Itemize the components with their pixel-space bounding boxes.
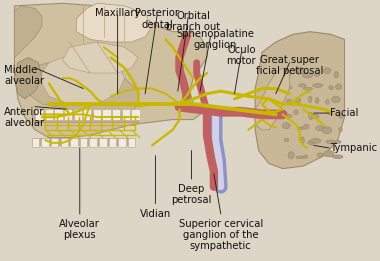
Ellipse shape [313, 84, 323, 87]
Ellipse shape [323, 68, 331, 74]
Ellipse shape [336, 140, 341, 143]
Ellipse shape [309, 96, 312, 103]
Ellipse shape [326, 140, 336, 144]
Polygon shape [109, 138, 116, 147]
Ellipse shape [312, 114, 319, 119]
Polygon shape [74, 109, 82, 120]
Text: Sphenopalatine
ganglion: Sphenopalatine ganglion [177, 29, 255, 50]
Polygon shape [42, 55, 125, 104]
Ellipse shape [334, 72, 339, 78]
Ellipse shape [316, 126, 325, 131]
Ellipse shape [326, 99, 329, 104]
Polygon shape [255, 68, 290, 130]
Text: Maxillary: Maxillary [95, 8, 140, 19]
Text: Oculo
motor: Oculo motor [226, 45, 256, 66]
Ellipse shape [317, 153, 323, 157]
Polygon shape [32, 114, 138, 122]
Polygon shape [35, 109, 43, 120]
Ellipse shape [328, 110, 333, 115]
Ellipse shape [284, 86, 292, 89]
Ellipse shape [339, 128, 342, 132]
Ellipse shape [302, 73, 313, 78]
Ellipse shape [322, 127, 332, 134]
Ellipse shape [332, 96, 340, 103]
Ellipse shape [299, 84, 306, 87]
Polygon shape [14, 57, 42, 99]
Ellipse shape [282, 123, 290, 129]
Text: Vidian: Vidian [140, 209, 171, 219]
Polygon shape [41, 138, 49, 147]
Ellipse shape [315, 98, 319, 103]
Polygon shape [118, 138, 126, 147]
Polygon shape [54, 109, 63, 120]
Polygon shape [63, 42, 138, 73]
Text: Anterior
alveolar: Anterior alveolar [4, 107, 44, 128]
Text: Alveolar
plexus: Alveolar plexus [59, 219, 100, 240]
Ellipse shape [304, 155, 308, 158]
Ellipse shape [308, 141, 314, 145]
Text: Posterior
dental: Posterior dental [135, 8, 179, 30]
Ellipse shape [336, 84, 342, 89]
Polygon shape [99, 138, 107, 147]
Polygon shape [255, 32, 345, 169]
Ellipse shape [309, 112, 313, 120]
Text: Great super
ficial petrosal: Great super ficial petrosal [256, 55, 323, 76]
Polygon shape [80, 138, 87, 147]
Polygon shape [14, 3, 207, 138]
Ellipse shape [339, 113, 343, 118]
Ellipse shape [295, 98, 301, 103]
Polygon shape [70, 138, 78, 147]
Ellipse shape [329, 86, 333, 90]
Polygon shape [103, 109, 111, 120]
Ellipse shape [304, 124, 309, 129]
Text: Middle
alveolar: Middle alveolar [4, 65, 44, 86]
Ellipse shape [301, 137, 304, 144]
Polygon shape [93, 109, 101, 120]
Polygon shape [60, 138, 68, 147]
Polygon shape [89, 138, 97, 147]
Text: Deep
petrosal: Deep petrosal [171, 184, 212, 205]
Ellipse shape [332, 155, 343, 159]
Text: Facial: Facial [330, 108, 358, 118]
Ellipse shape [284, 138, 289, 142]
Polygon shape [14, 6, 42, 57]
Polygon shape [128, 138, 136, 147]
Polygon shape [25, 60, 138, 117]
Ellipse shape [324, 151, 334, 157]
Polygon shape [45, 109, 53, 120]
Polygon shape [51, 138, 59, 147]
Ellipse shape [286, 99, 292, 104]
Polygon shape [112, 109, 120, 120]
Text: Orbital
branch out: Orbital branch out [166, 11, 220, 32]
Ellipse shape [282, 114, 292, 118]
Ellipse shape [288, 152, 294, 159]
Ellipse shape [284, 70, 291, 76]
Ellipse shape [298, 127, 303, 130]
Polygon shape [32, 138, 131, 145]
Polygon shape [131, 109, 139, 120]
Polygon shape [32, 138, 39, 147]
Text: Superior cervical
ganglion of the
sympathetic: Superior cervical ganglion of the sympat… [179, 219, 263, 251]
Text: Tympanic: Tympanic [330, 143, 377, 153]
Polygon shape [83, 109, 92, 120]
Ellipse shape [314, 73, 320, 76]
Ellipse shape [294, 68, 305, 74]
Ellipse shape [296, 156, 304, 159]
Polygon shape [64, 109, 72, 120]
Ellipse shape [311, 138, 321, 143]
Ellipse shape [303, 87, 312, 90]
Ellipse shape [294, 110, 298, 115]
Polygon shape [122, 109, 130, 120]
Polygon shape [76, 3, 152, 42]
